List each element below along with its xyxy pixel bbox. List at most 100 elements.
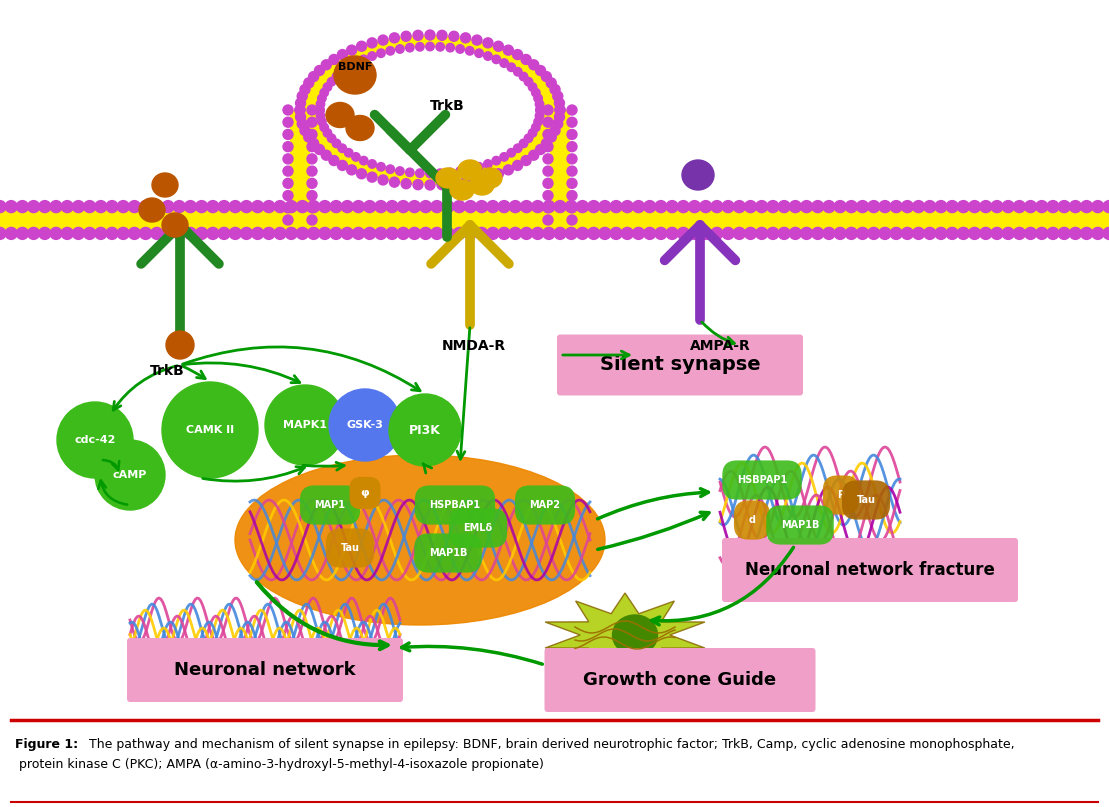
- Circle shape: [456, 167, 465, 175]
- Circle shape: [338, 144, 346, 153]
- Text: PI3K: PI3K: [409, 424, 441, 437]
- Circle shape: [1025, 201, 1037, 212]
- Circle shape: [347, 45, 357, 55]
- Circle shape: [599, 201, 611, 212]
- Circle shape: [283, 105, 293, 115]
- Circle shape: [655, 201, 667, 212]
- Circle shape: [790, 228, 802, 240]
- Circle shape: [330, 228, 342, 240]
- Circle shape: [297, 119, 307, 129]
- Circle shape: [867, 201, 879, 212]
- Text: Growth cone Guide: Growth cone Guide: [583, 671, 776, 689]
- Circle shape: [957, 201, 969, 212]
- Circle shape: [492, 55, 500, 64]
- Bar: [550, 110, 570, 220]
- Circle shape: [308, 139, 318, 148]
- Circle shape: [17, 228, 29, 240]
- Circle shape: [567, 203, 577, 213]
- Circle shape: [1091, 201, 1103, 212]
- Circle shape: [643, 228, 655, 240]
- Circle shape: [285, 228, 297, 240]
- Circle shape: [315, 65, 325, 76]
- Text: d: d: [749, 515, 755, 525]
- Circle shape: [621, 201, 633, 212]
- Circle shape: [554, 98, 564, 108]
- Circle shape: [368, 160, 376, 168]
- Circle shape: [307, 166, 317, 176]
- Circle shape: [436, 43, 445, 51]
- Circle shape: [327, 134, 336, 143]
- Circle shape: [283, 215, 293, 225]
- Ellipse shape: [334, 56, 376, 94]
- Circle shape: [442, 228, 454, 240]
- Circle shape: [413, 180, 423, 190]
- Ellipse shape: [235, 455, 606, 625]
- Circle shape: [513, 144, 522, 153]
- Circle shape: [315, 144, 325, 154]
- Circle shape: [755, 201, 767, 212]
- Circle shape: [856, 228, 868, 240]
- Circle shape: [456, 44, 465, 53]
- Circle shape: [823, 228, 835, 240]
- Circle shape: [521, 55, 531, 65]
- Circle shape: [28, 228, 40, 240]
- Circle shape: [151, 228, 163, 240]
- Circle shape: [431, 201, 442, 212]
- Circle shape: [567, 178, 577, 188]
- Circle shape: [711, 228, 723, 240]
- Circle shape: [779, 228, 790, 240]
- Circle shape: [140, 228, 152, 240]
- Circle shape: [342, 228, 354, 240]
- Circle shape: [1025, 228, 1037, 240]
- Circle shape: [389, 33, 399, 43]
- Circle shape: [525, 77, 532, 86]
- Circle shape: [733, 201, 745, 212]
- Circle shape: [283, 142, 293, 152]
- Circle shape: [296, 201, 308, 212]
- Circle shape: [801, 228, 813, 240]
- Circle shape: [57, 402, 133, 478]
- Circle shape: [72, 228, 84, 240]
- Circle shape: [50, 228, 62, 240]
- Circle shape: [307, 154, 317, 164]
- Circle shape: [891, 228, 902, 240]
- Circle shape: [317, 94, 326, 102]
- Circle shape: [484, 160, 492, 168]
- Circle shape: [307, 228, 319, 240]
- Circle shape: [345, 148, 353, 157]
- Circle shape: [500, 59, 508, 67]
- Circle shape: [610, 228, 622, 240]
- Circle shape: [482, 172, 492, 182]
- Circle shape: [507, 63, 516, 72]
- Text: MAP1B: MAP1B: [429, 548, 467, 558]
- Circle shape: [755, 228, 767, 240]
- Circle shape: [494, 169, 503, 179]
- Text: NMDA-R: NMDA-R: [442, 339, 506, 353]
- Circle shape: [95, 440, 165, 510]
- Circle shape: [416, 169, 424, 178]
- Circle shape: [195, 228, 207, 240]
- Circle shape: [554, 112, 564, 122]
- Circle shape: [377, 49, 385, 57]
- Circle shape: [377, 162, 385, 171]
- Text: MAP1: MAP1: [315, 500, 346, 510]
- Circle shape: [252, 201, 264, 212]
- Circle shape: [408, 228, 420, 240]
- Circle shape: [946, 201, 958, 212]
- Circle shape: [406, 168, 414, 177]
- Circle shape: [283, 166, 293, 176]
- Circle shape: [689, 228, 701, 240]
- Circle shape: [184, 228, 196, 240]
- Ellipse shape: [139, 198, 165, 222]
- Circle shape: [543, 166, 553, 176]
- Circle shape: [118, 201, 130, 212]
- Circle shape: [498, 228, 510, 240]
- Text: Silent synapse: Silent synapse: [600, 356, 761, 374]
- Circle shape: [386, 165, 395, 174]
- FancyBboxPatch shape: [545, 648, 815, 712]
- Circle shape: [520, 228, 532, 240]
- Circle shape: [401, 31, 411, 41]
- Circle shape: [845, 201, 857, 212]
- Circle shape: [536, 106, 545, 115]
- Circle shape: [162, 201, 174, 212]
